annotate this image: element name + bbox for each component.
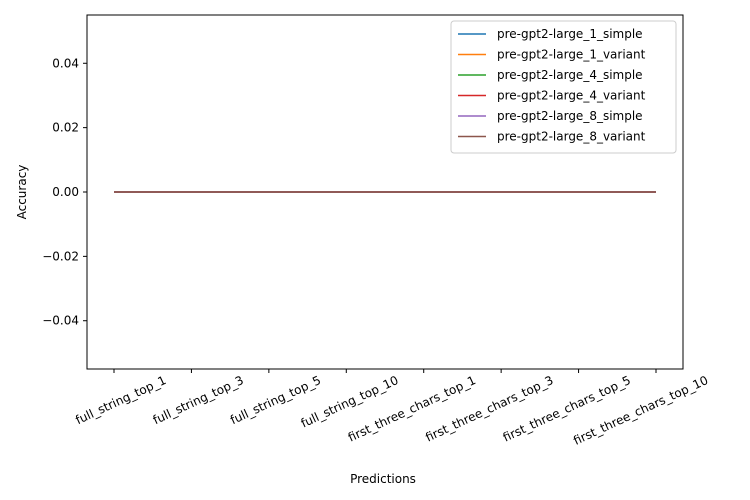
- y-axis: 0.04 0.02 0.00 −0.02 −0.04: [42, 56, 87, 328]
- legend-label-6: pre-gpt2-large_8_variant: [497, 130, 646, 144]
- y-tick-label: 0.02: [52, 121, 79, 135]
- y-axis-label: Accuracy: [15, 165, 29, 220]
- legend: pre-gpt2-large_1_simple pre-gpt2-large_1_…: [450, 20, 677, 154]
- legend-frame: [450, 20, 677, 154]
- legend-label-5: pre-gpt2-large_8_simple: [497, 109, 643, 123]
- legend-label-1: pre-gpt2-large_1_simple: [497, 27, 643, 41]
- x-tick-label: first_three_chars_top_10: [571, 373, 710, 448]
- legend-label-3: pre-gpt2-large_4_simple: [497, 68, 643, 82]
- y-tick-label: 0.04: [52, 56, 79, 70]
- y-tick-label: −0.02: [42, 249, 79, 263]
- x-axis-label: Predictions: [350, 472, 416, 486]
- legend-label-2: pre-gpt2-large_1_variant: [497, 48, 646, 62]
- x-tick-label: first_three_chars_top_5: [501, 373, 633, 445]
- y-tick-label: 0.00: [52, 185, 79, 199]
- x-axis: full_string_top_1full_string_top_3full_s…: [73, 369, 710, 448]
- x-tick-label: first_three_chars_top_1: [346, 373, 478, 445]
- legend-label-4: pre-gpt2-large_4_variant: [497, 89, 646, 103]
- y-tick-label: −0.04: [42, 314, 79, 328]
- x-tick-label: first_three_chars_top_3: [423, 373, 555, 445]
